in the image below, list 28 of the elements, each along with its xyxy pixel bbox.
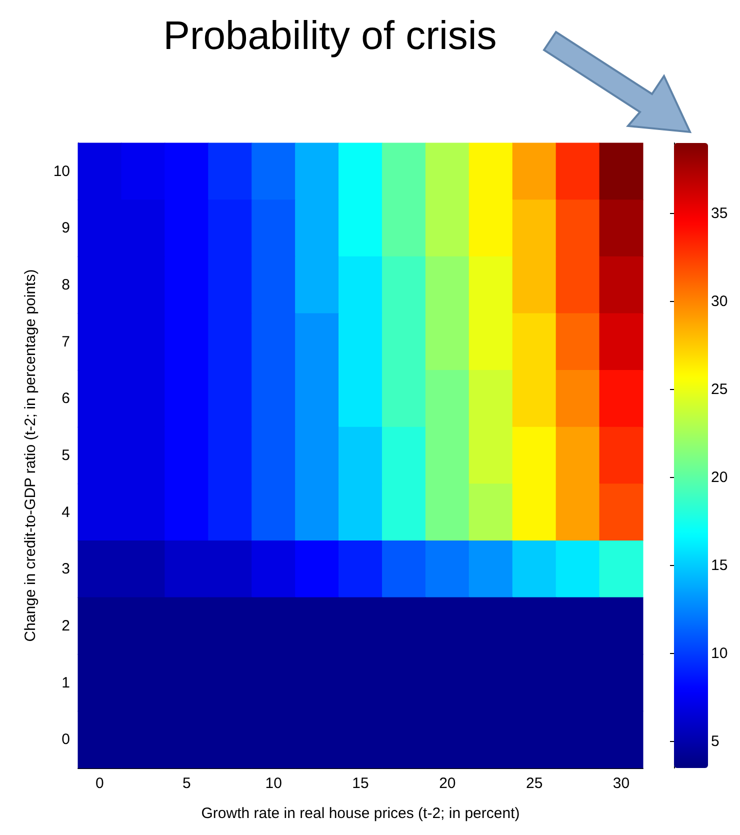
x-tick-label: 0 [96,775,104,792]
y-tick-label: 4 [62,504,70,521]
y-tick-label: 8 [62,276,70,294]
y-tick-label: 9 [62,220,70,237]
y-tick-label: 1 [62,674,70,692]
x-tick-label: 25 [526,775,543,792]
color-bar-label: 15 [711,557,728,574]
y-axis-title: Change in credit-to-GDP ratio (t-2; in percentage points) [22,269,39,642]
x-tick-label: 30 [612,775,630,792]
x-tick-label: 15 [352,775,369,792]
y-tick-label: 2 [62,617,70,634]
x-tick-label: 10 [265,775,282,792]
color-bar-label: 5 [711,733,720,750]
color-bar-label: 10 [711,645,728,662]
x-axis-title: Growth rate in real house prices (t-2; in percent) [201,805,520,822]
y-tick-label: 6 [62,390,70,408]
x-tick-label: 5 [182,775,191,792]
y-tick-label: 3 [62,560,70,578]
y-tick-label: 0 [62,731,70,748]
x-tick-label: 20 [439,775,456,792]
color-bar-label: 30 [711,292,728,310]
y-tick-label: 5 [62,447,70,464]
color-bar-label: 25 [711,380,728,398]
color-bar-label: 35 [711,204,728,222]
y-tick-label: 7 [62,333,70,350]
y-tick-label: 10 [53,162,70,180]
chart-title: Probability of crisis [162,14,498,59]
color-bar-label: 20 [711,469,728,486]
